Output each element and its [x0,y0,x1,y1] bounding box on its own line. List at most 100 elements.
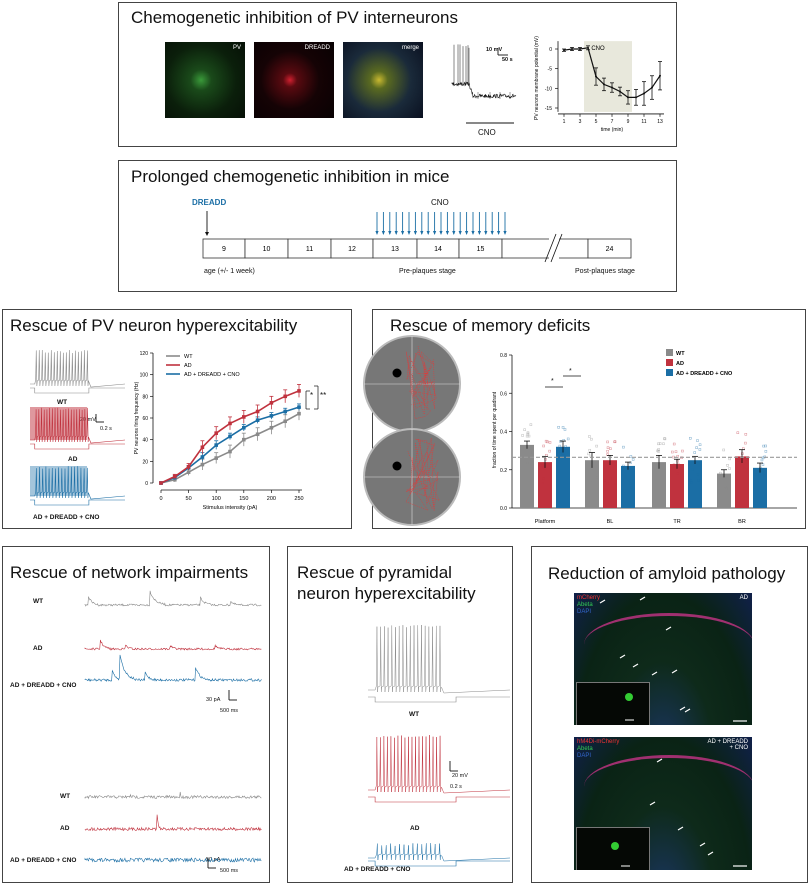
arrow-icon [671,669,678,674]
y-axis-label: PV neurons membrane potential (mV) [534,36,540,120]
y-axis-label: PV neurons firing frequency (Hz) [134,381,140,454]
cno-current-trace [84,654,262,683]
legend-label: hM4Di-mCherry [577,739,620,745]
legend-label: DAPI [577,753,592,759]
image-label: merge [401,45,419,51]
data-point [200,445,205,450]
arrow-head-icon [490,231,494,235]
scatter-point [622,464,625,468]
y-tick-label: 0.0 [500,506,507,512]
y-tick-label: 0 [145,481,148,487]
arrow-icon [665,626,672,631]
y-tick-label: 0 [549,47,552,53]
amyloid-image-treated: hM4Di-mCherry Abeta DAPI AD + DREADD + C… [574,737,752,870]
x-axis-label: Stimulus intensity (pA) [203,505,258,511]
scatter-point [719,487,722,490]
panel-network [2,546,270,883]
week-label: 15 [477,246,485,253]
wt-current-trace-2 [84,791,262,800]
ad-current-trace [84,639,262,651]
cno-annotation: CNO [591,46,605,52]
bar-ad [670,464,684,508]
scatter-point [545,453,548,457]
y-tick-label: 20 [142,459,148,465]
arrow-icon [699,842,706,847]
trace-label-ad: AD [68,456,78,463]
arrow-head-icon [381,231,385,235]
inset-image [576,682,650,725]
scatter-point [698,443,702,447]
panel-pyramidal [287,546,513,883]
cno-bar-label: CNO [478,128,496,137]
scatter-point [662,442,665,446]
x-tick-label: 0 [159,496,162,502]
axis-break-icon [550,233,563,263]
x-tick-label: BR [738,519,746,525]
scatter-point [762,444,765,448]
scatter-point [609,477,612,480]
ad-spike-trace [368,735,511,794]
trace-label-wt: WT [60,793,71,800]
data-point [242,415,246,419]
scale-y-label: 50 pA [206,857,221,863]
scatter-point [530,467,534,471]
pv-image: PV [165,42,245,118]
scatter-point [561,426,565,429]
scatter-point [548,441,552,444]
wt-spike-trace [368,625,511,694]
data-point [214,456,218,460]
scatter-point [726,464,729,467]
scatter-point [672,442,676,446]
scatter-point [759,466,762,470]
scale-x-label: 500 ms [220,868,239,874]
scatter-point [622,445,625,449]
y-tick-label: 100 [140,373,149,379]
legend-label: WT [184,354,193,360]
y-axis-label: fraction of time spent per quadrant [492,391,498,468]
y-tick-label: -15 [545,106,552,112]
plaque [625,693,633,701]
scatter-point [609,447,612,450]
current-step-trace [30,387,125,394]
scatter-point [656,475,659,478]
ad-trace-fill [30,407,87,440]
scatter-point [603,479,607,482]
arrow-icon [677,826,684,831]
group-label: AD + DREADD + CNO [707,739,748,751]
scatter-point [727,488,731,492]
panel-title: Rescue of network impairments [10,563,249,582]
arrow-head-icon [413,231,417,235]
legend-label: AD + DREADD + CNO [184,372,240,378]
image-label: PV [232,45,241,51]
post-plaques-label: Post-plaques stage [575,268,635,275]
scatter-point [689,436,692,440]
arrow-head-icon [375,231,379,235]
scatter-point [592,460,595,464]
scatter-point [613,440,617,444]
data-point [186,470,191,474]
week-label: 24 [606,246,614,253]
pre-plaques-label: Pre-plaques stage [399,268,456,275]
axis-break-icon [544,233,557,263]
scatter-point [764,444,767,448]
scatter-point [631,483,635,486]
scatter-point [588,448,592,452]
scatter-point [744,433,748,436]
trace-label-wt: WT [57,399,68,406]
week-label: 10 [263,246,271,253]
scatter-point [606,440,609,444]
y-tick-label: 60 [142,416,148,422]
bar-ad [603,460,617,508]
scatter-point [722,477,725,480]
week-label: 13 [391,246,399,253]
dreadd-label: DREADD [192,198,227,207]
cno-spike-trace [30,466,126,500]
x-tick-label: 13 [657,119,663,125]
trace-label-cno: AD + DREADD + CNO [33,514,100,521]
scatter-point [761,463,765,466]
scale-x-label: 0.2 s [450,784,462,790]
scatter-point [657,450,660,453]
inset-image [576,827,650,870]
scatter-point [525,434,529,438]
